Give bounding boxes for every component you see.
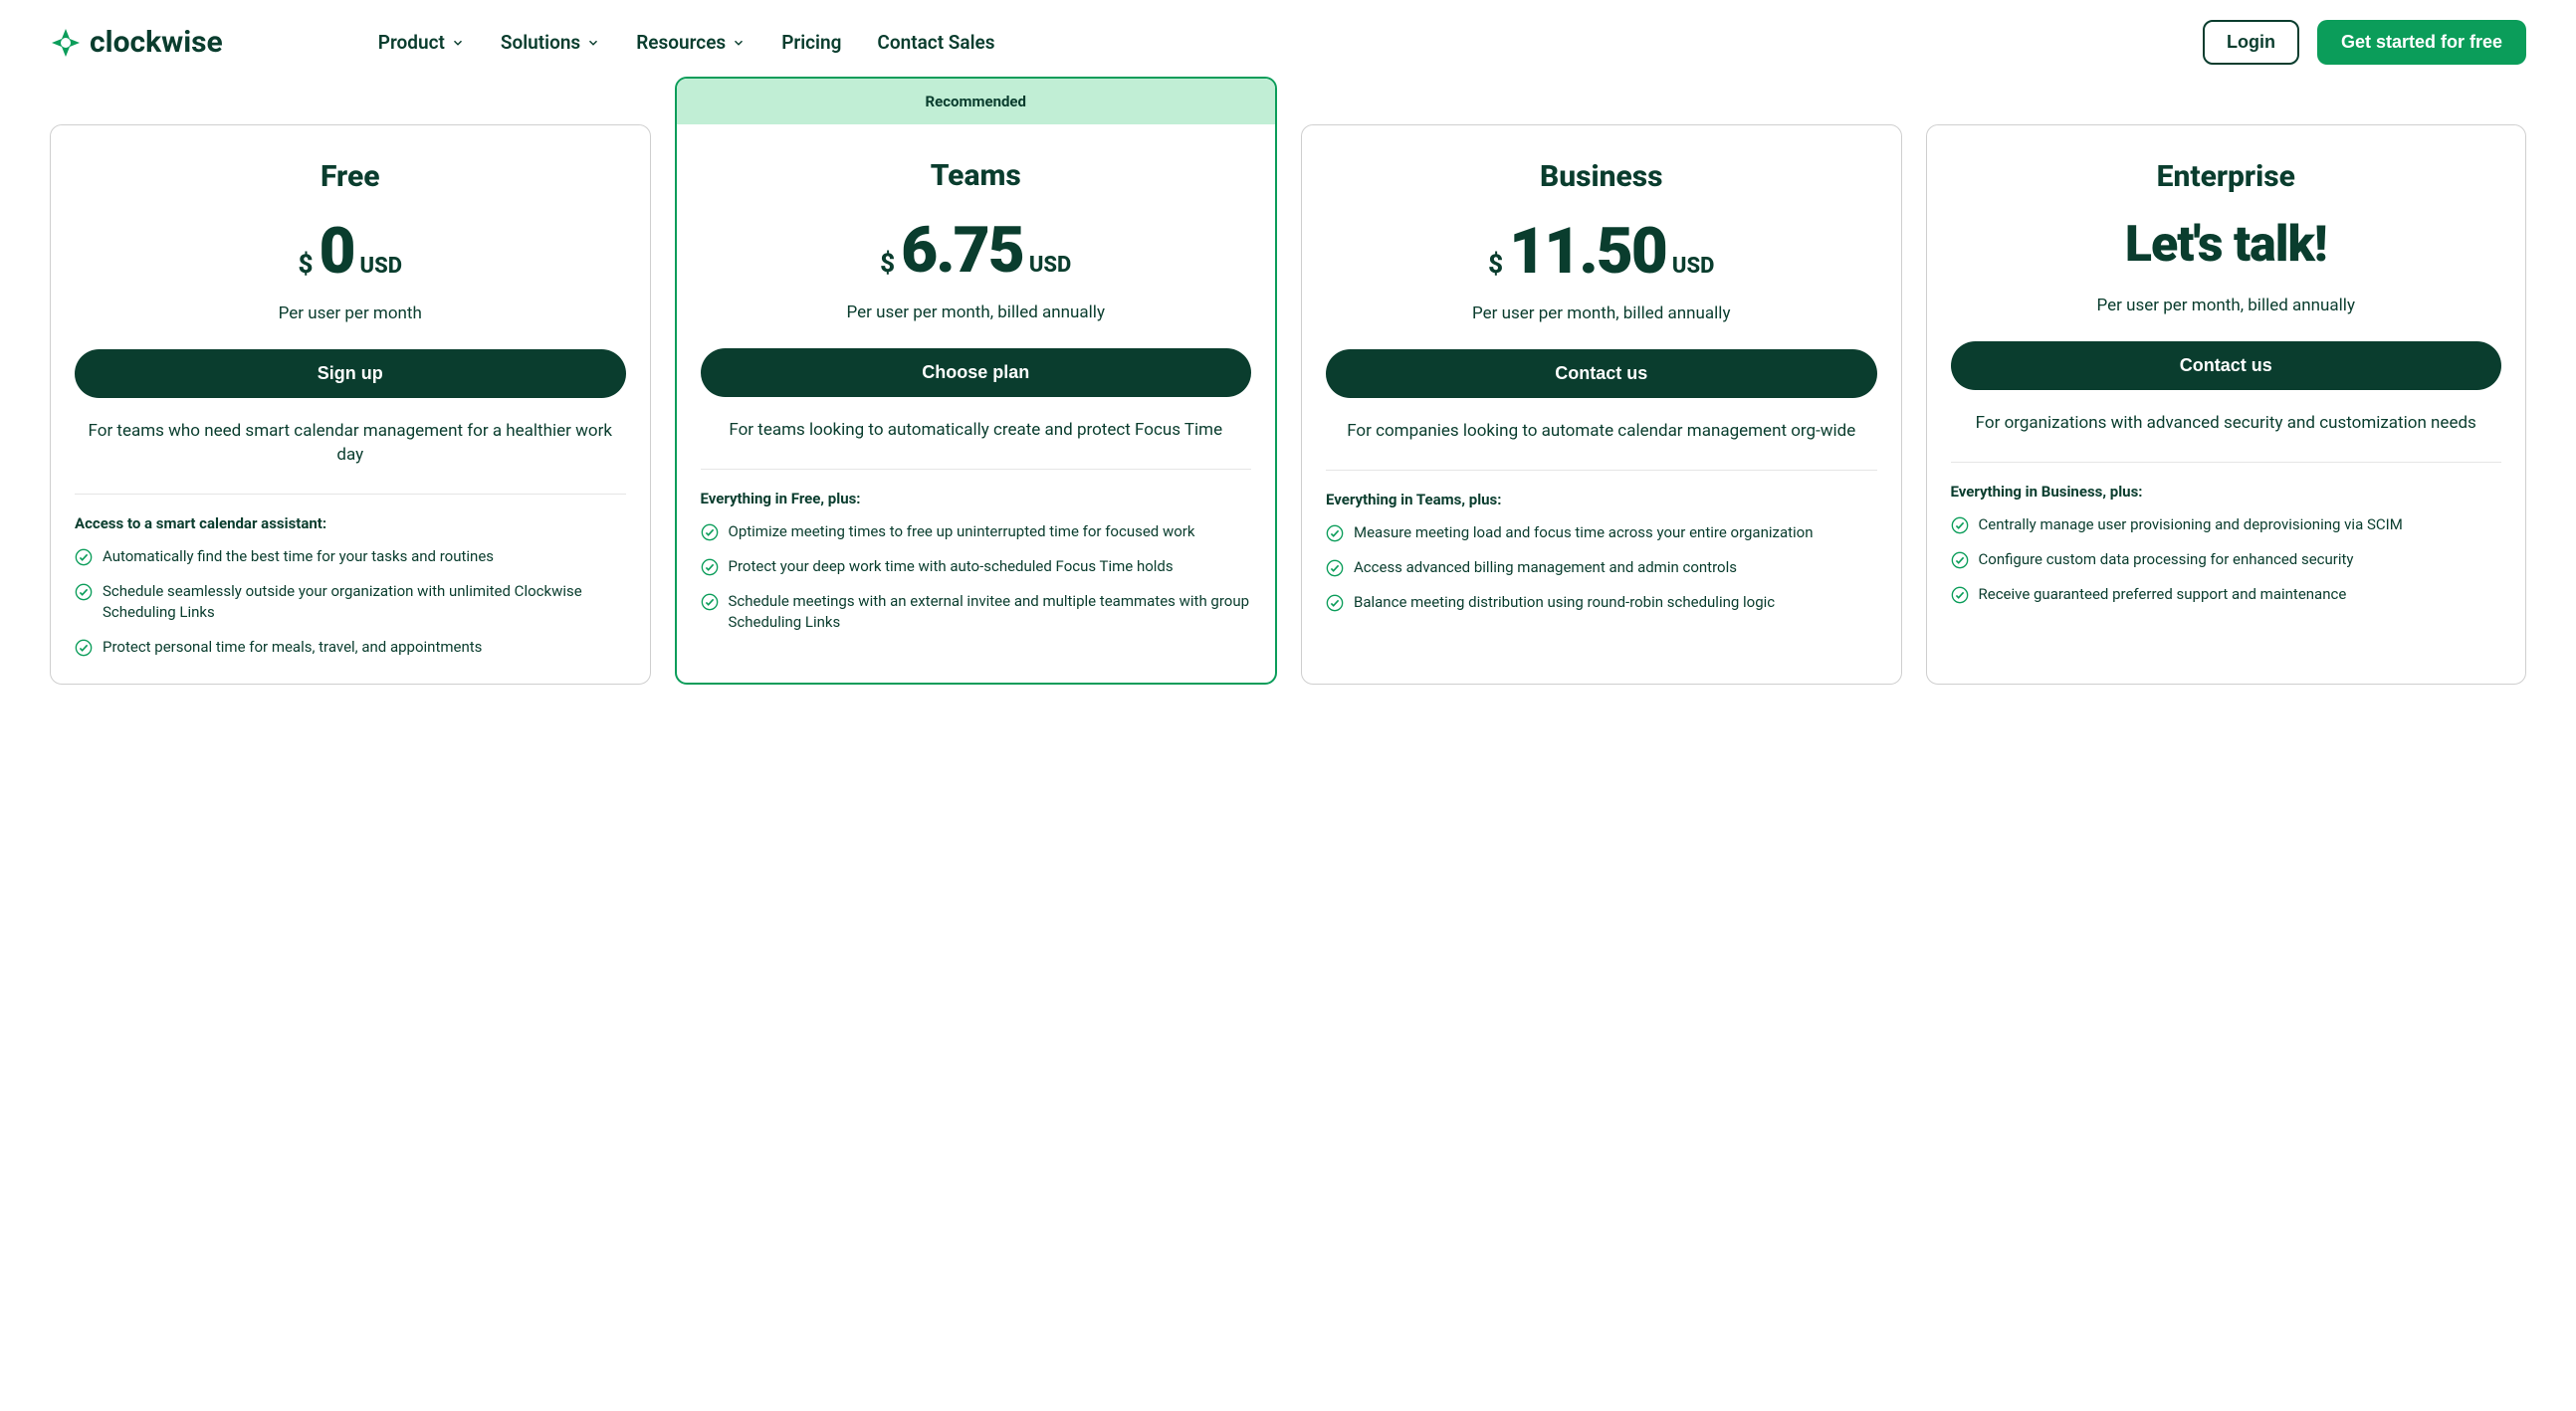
plan-title: Enterprise — [1951, 159, 2502, 194]
plan-title: Free — [75, 159, 626, 194]
plan-description: For organizations with advanced security… — [1951, 412, 2502, 436]
login-button[interactable]: Login — [2203, 20, 2299, 65]
feature-list: Centrally manage user provisioning and d… — [1951, 514, 2502, 605]
header-actions: Login Get started for free — [2203, 20, 2526, 65]
main-nav: Product Solutions Resources Pricing Cont… — [378, 31, 995, 54]
price-currency: $ — [298, 250, 313, 280]
divider — [1326, 470, 1877, 471]
get-started-button[interactable]: Get started for free — [2317, 20, 2526, 65]
plan-price: $ 11.50 USD — [1326, 220, 1877, 284]
nav-resources[interactable]: Resources — [636, 31, 746, 54]
clockwise-logo-icon — [50, 27, 82, 59]
features-heading: Everything in Teams, plus: — [1326, 491, 1877, 508]
page-header: clockwise Product Solutions Resources Pr… — [0, 0, 2576, 85]
check-icon — [1951, 551, 1969, 569]
feature-item: Protect personal time for meals, travel,… — [75, 637, 626, 658]
plan-card-enterprise: Enterprise Let's talk! Per user per mont… — [1926, 124, 2527, 685]
price-amount: 6.75 — [901, 219, 1023, 283]
nav-solutions[interactable]: Solutions — [501, 31, 600, 54]
check-icon — [1326, 524, 1344, 542]
check-icon — [701, 523, 719, 541]
check-icon — [1326, 559, 1344, 577]
check-icon — [701, 558, 719, 576]
divider — [1951, 462, 2502, 463]
feature-list: Measure meeting load and focus time acro… — [1326, 522, 1877, 613]
plan-price: $ 0 USD — [75, 220, 626, 284]
check-icon — [1951, 586, 1969, 604]
features-heading: Everything in Business, plus: — [1951, 483, 2502, 501]
feature-item: Measure meeting load and focus time acro… — [1326, 522, 1877, 543]
billing-note: Per user per month, billed annually — [701, 302, 1252, 322]
nav-pricing[interactable]: Pricing — [781, 31, 841, 54]
features-heading: Everything in Free, plus: — [701, 490, 1252, 507]
brand-logo[interactable]: clockwise — [50, 25, 223, 60]
contact-us-button[interactable]: Contact us — [1326, 349, 1877, 398]
price-suffix: USD — [1672, 254, 1715, 279]
feature-item: Receive guaranteed preferred support and… — [1951, 584, 2502, 605]
plan-card-free: Free $ 0 USD Per user per month Sign up … — [50, 124, 651, 685]
contact-us-button[interactable]: Contact us — [1951, 341, 2502, 390]
features-heading: Access to a smart calendar assistant: — [75, 514, 626, 532]
feature-item: Optimize meeting times to free up uninte… — [701, 521, 1252, 542]
feature-item: Balance meeting distribution using round… — [1326, 592, 1877, 613]
recommended-badge: Recommended — [677, 79, 1276, 124]
choose-plan-button[interactable]: Choose plan — [701, 348, 1252, 397]
plan-price: $ 6.75 USD — [701, 219, 1252, 283]
billing-note: Per user per month — [75, 303, 626, 323]
feature-item: Schedule seamlessly outside your organiz… — [75, 581, 626, 623]
chevron-down-icon — [451, 36, 465, 50]
plan-description: For teams looking to automatically creat… — [701, 419, 1252, 443]
feature-list: Automatically find the best time for you… — [75, 546, 626, 658]
plan-title: Teams — [701, 158, 1252, 193]
price-suffix: USD — [1029, 253, 1072, 278]
plan-description: For companies looking to automate calend… — [1326, 420, 1877, 444]
billing-note: Per user per month, billed annually — [1951, 296, 2502, 315]
feature-item: Automatically find the best time for you… — [75, 546, 626, 567]
signup-button[interactable]: Sign up — [75, 349, 626, 398]
nav-product[interactable]: Product — [378, 31, 465, 54]
brand-name: clockwise — [90, 25, 223, 60]
feature-item: Centrally manage user provisioning and d… — [1951, 514, 2502, 535]
billing-note: Per user per month, billed annually — [1326, 303, 1877, 323]
check-icon — [75, 583, 93, 601]
divider — [701, 469, 1252, 470]
pricing-grid: Free $ 0 USD Per user per month Sign up … — [0, 85, 2576, 714]
divider — [75, 494, 626, 495]
feature-item: Configure custom data processing for enh… — [1951, 549, 2502, 570]
plan-description: For teams who need smart calendar manage… — [75, 420, 626, 468]
lets-talk: Let's talk! — [1951, 220, 2502, 270]
price-currency: $ — [880, 249, 895, 279]
check-icon — [1326, 594, 1344, 612]
feature-item: Protect your deep work time with auto-sc… — [701, 556, 1252, 577]
price-suffix: USD — [360, 254, 403, 279]
chevron-down-icon — [586, 36, 600, 50]
feature-item: Access advanced billing management and a… — [1326, 557, 1877, 578]
price-amount: 11.50 — [1509, 220, 1666, 284]
check-icon — [701, 593, 719, 611]
check-icon — [75, 639, 93, 657]
check-icon — [75, 548, 93, 566]
plan-title: Business — [1326, 159, 1877, 194]
check-icon — [1951, 516, 1969, 534]
price-amount: 0 — [319, 220, 353, 284]
chevron-down-icon — [732, 36, 746, 50]
plan-card-business: Business $ 11.50 USD Per user per month,… — [1301, 124, 1902, 685]
plan-card-teams: Recommended Teams $ 6.75 USD Per user pe… — [675, 77, 1278, 685]
feature-list: Optimize meeting times to free up uninte… — [701, 521, 1252, 633]
nav-contact-sales[interactable]: Contact Sales — [877, 31, 994, 54]
price-currency: $ — [1488, 250, 1503, 280]
feature-item: Schedule meetings with an external invit… — [701, 591, 1252, 633]
